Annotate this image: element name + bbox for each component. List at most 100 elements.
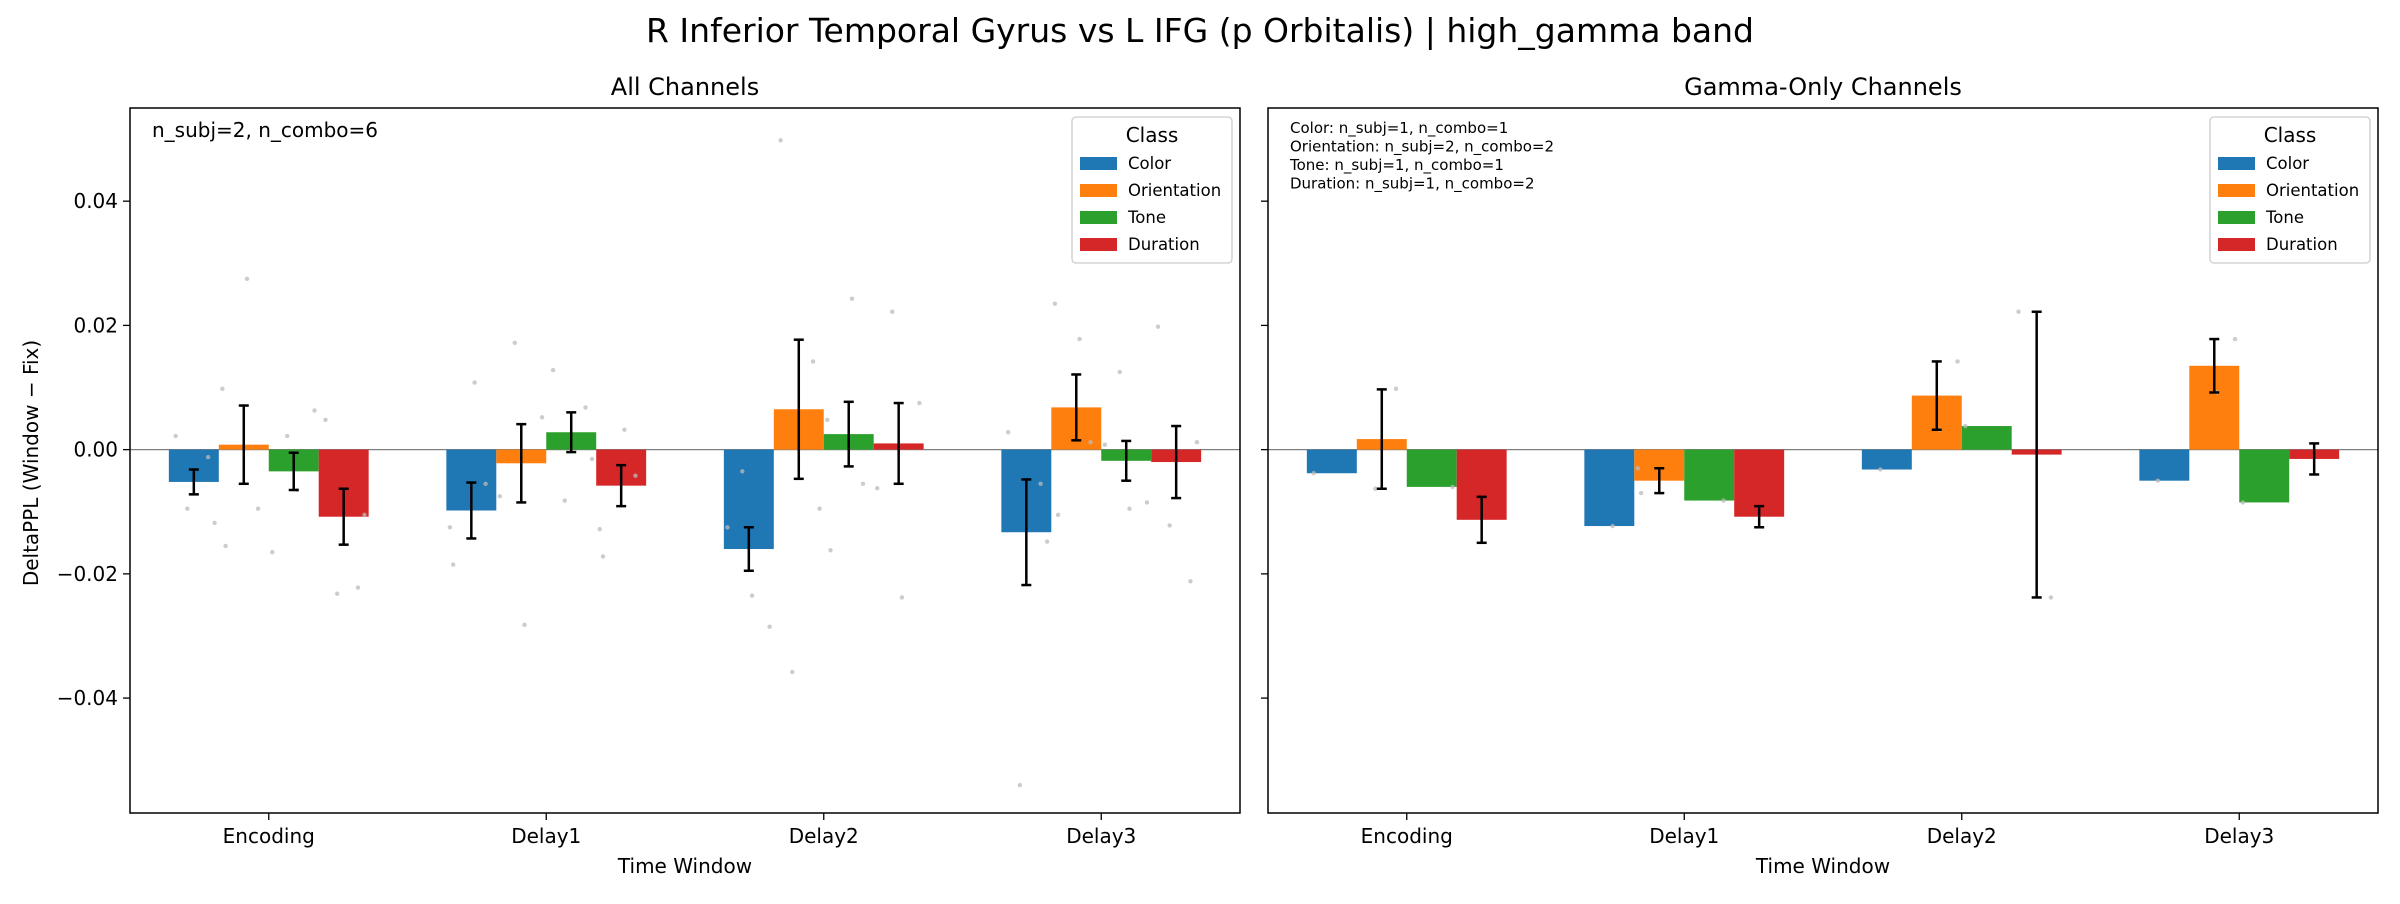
x-tick-label: Encoding <box>223 824 315 848</box>
data-point <box>323 417 328 423</box>
data-point <box>550 367 556 373</box>
panel-annotation: Orientation: n_subj=2, n_combo=2 <box>1290 138 1554 157</box>
legend-entry: Duration <box>1128 235 1200 254</box>
legend-title: Class <box>2264 123 2317 147</box>
data-point <box>1052 301 1058 306</box>
data-point <box>790 669 795 675</box>
data-point <box>255 506 261 511</box>
data-point <box>1638 490 1644 496</box>
data-point <box>472 380 477 385</box>
data-point <box>2016 309 2021 314</box>
data-point <box>1194 439 1200 445</box>
data-point <box>522 622 527 627</box>
data-point <box>185 506 190 511</box>
data-point <box>2155 478 2161 483</box>
data-point <box>220 386 225 391</box>
x-axis-label: Time Window <box>1755 854 1890 878</box>
legend-swatch <box>2218 211 2255 224</box>
data-point <box>1117 369 1122 375</box>
data-point <box>1102 442 1107 447</box>
data-point <box>1167 523 1172 528</box>
legend-swatch <box>1080 238 1117 251</box>
bar-tone-encoding <box>1406 449 1457 487</box>
data-point <box>497 494 503 499</box>
panel-annotation: Tone: n_subj=1, n_combo=1 <box>1289 156 1504 175</box>
bar-color-encoding <box>1306 449 1357 474</box>
data-point <box>633 473 638 478</box>
panel-gamma-only-channels: Gamma-Only Channels Time Window Encoding… <box>1261 73 2379 878</box>
axes-frame <box>1267 107 2379 814</box>
data-point <box>778 138 783 143</box>
data-point <box>899 595 905 600</box>
data-point <box>1878 467 1883 472</box>
data-point <box>860 481 866 486</box>
data-point <box>1038 481 1043 486</box>
data-point <box>205 454 211 460</box>
legend-entry: Tone <box>1127 208 1166 227</box>
data-point <box>740 469 745 474</box>
data-point <box>1017 782 1023 788</box>
x-tick-label: Delay2 <box>1927 824 1997 848</box>
x-tick-label: Delay3 <box>1066 824 1136 848</box>
y-tick-label: −0.02 <box>57 562 118 586</box>
data-point <box>849 296 855 301</box>
legend: Class Color Orientation Tone Duration <box>1071 116 1233 264</box>
data-point <box>562 498 567 503</box>
legend-swatch <box>1080 157 1117 170</box>
figure-title: R Inferior Temporal Gyrus vs L IFG (p Or… <box>646 11 1754 50</box>
x-tick-label: Delay1 <box>1649 824 1719 848</box>
bar-color-delay1 <box>1584 449 1635 527</box>
x-axis-label: Time Window <box>617 854 752 878</box>
panel-title: All Channels <box>611 73 759 101</box>
data-point <box>1955 359 1960 364</box>
y-tick-label: 0.00 <box>73 438 118 462</box>
data-point <box>889 309 895 314</box>
data-point <box>1044 539 1050 544</box>
data-point <box>917 400 922 406</box>
x-tick-label: Encoding <box>1361 824 1453 848</box>
y-tick-label: 0.04 <box>73 189 118 213</box>
data-point <box>1077 336 1082 342</box>
data-point <box>622 427 627 432</box>
y-axis-label: DeltaPPL (Window − Fix) <box>19 340 43 586</box>
data-point <box>828 548 833 553</box>
panel-title: Gamma-Only Channels <box>1684 73 1962 101</box>
data-point <box>2232 336 2238 342</box>
data-point <box>1450 484 1455 490</box>
bar-tone-delay1 <box>1684 449 1735 501</box>
data-point <box>285 433 290 439</box>
data-point <box>1055 512 1061 518</box>
data-point <box>583 405 588 410</box>
legend-frame <box>1071 116 1233 264</box>
data-point <box>483 481 488 486</box>
bar-color-delay2 <box>1861 449 1912 470</box>
data-point <box>1721 498 1726 503</box>
data-point <box>1155 324 1161 329</box>
data-point <box>825 417 830 423</box>
data-point <box>1393 386 1399 391</box>
data-point <box>539 415 545 420</box>
x-tick-label: Delay2 <box>789 824 859 848</box>
data-point <box>2240 500 2245 505</box>
data-point <box>1311 471 1316 476</box>
legend-entry: Tone <box>2265 208 2304 227</box>
data-point <box>173 433 178 439</box>
data-point <box>597 526 602 532</box>
bar-tone-delay2 <box>1961 426 2012 450</box>
data-point <box>875 485 880 491</box>
legend-frame <box>2209 116 2371 264</box>
data-point <box>244 276 250 282</box>
legend-swatch <box>2218 184 2255 197</box>
data-point <box>1635 466 1641 471</box>
data-point <box>2048 595 2054 600</box>
data-point <box>817 506 822 511</box>
data-point <box>312 408 317 413</box>
legend-entry: Duration <box>2266 235 2338 254</box>
data-point <box>270 549 275 555</box>
data-point <box>589 456 595 462</box>
legend-entry: Orientation <box>2266 181 2359 200</box>
legend-entry: Color <box>1128 154 1171 173</box>
data-point <box>600 554 606 559</box>
bar-tone-delay3 <box>2239 449 2290 503</box>
